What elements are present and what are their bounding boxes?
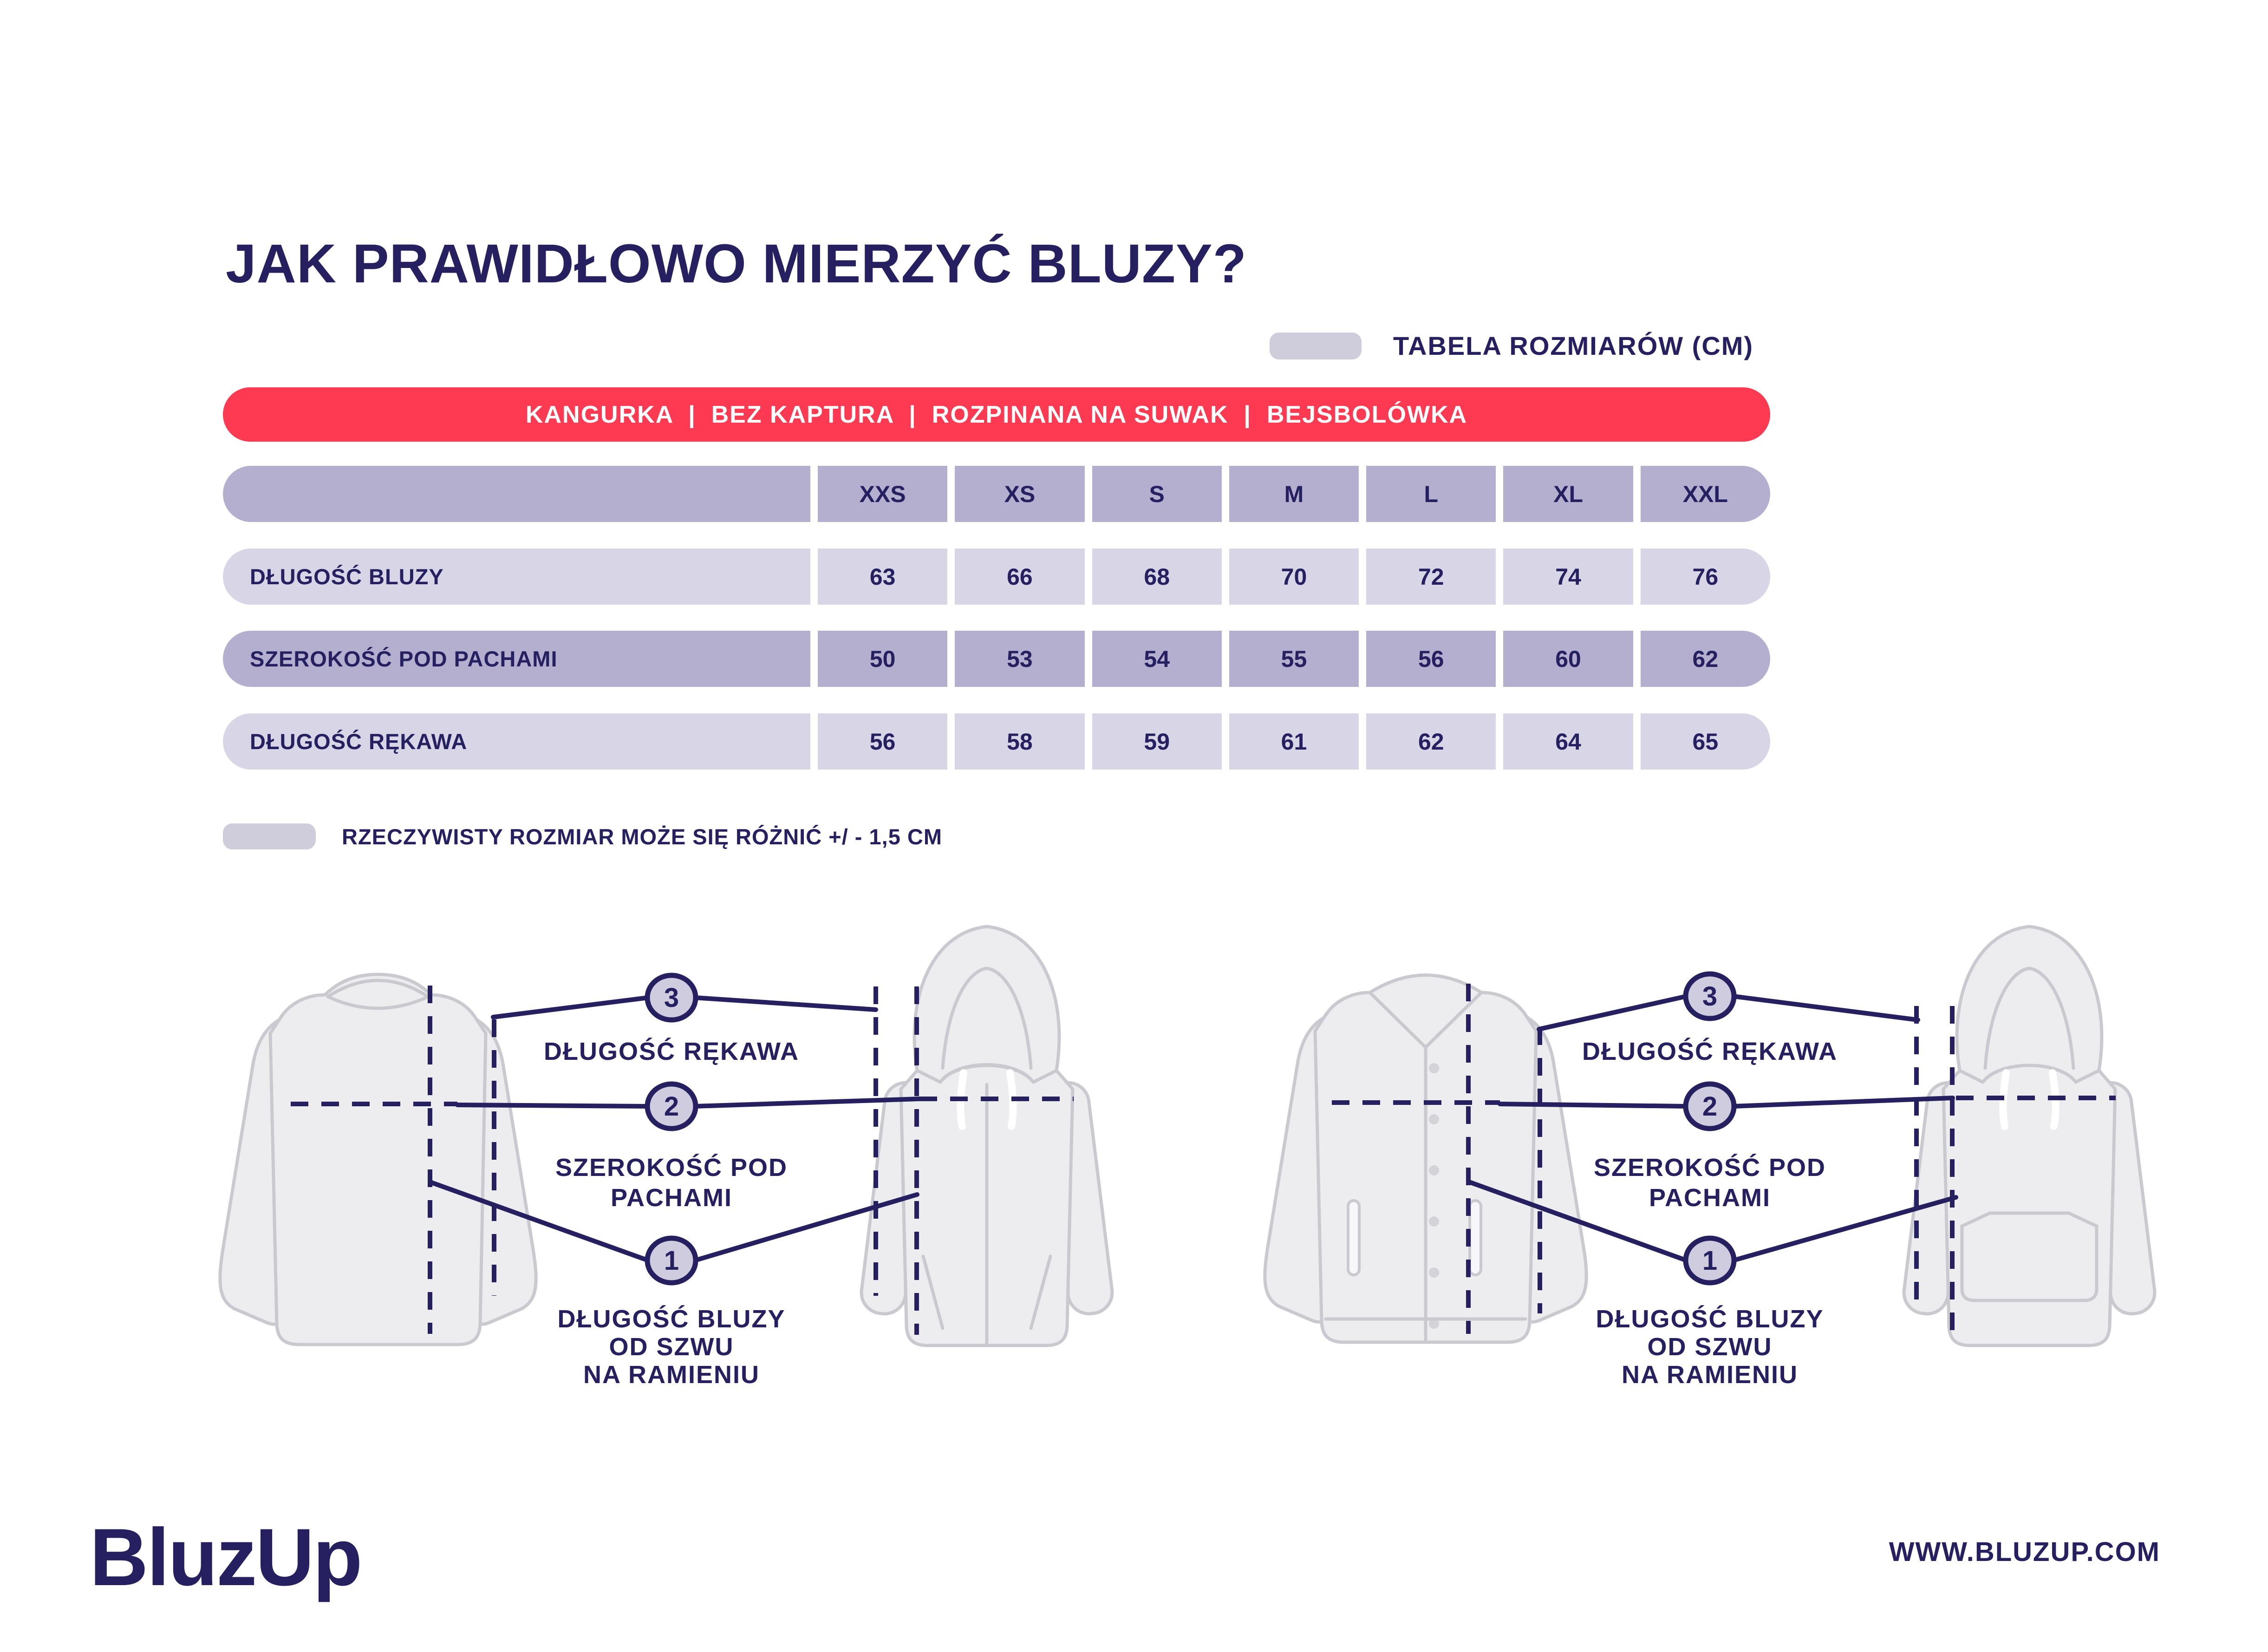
col-header-l: L xyxy=(1366,466,1496,522)
measure-line xyxy=(692,1192,919,1263)
marker-2-icon xyxy=(1683,1081,1737,1131)
table-header-row: XXS XS S M L XL XXL xyxy=(223,466,1770,522)
chest-width-label-line1: SZEROKOŚĆ POD xyxy=(555,1154,788,1182)
measure-line xyxy=(1467,1180,1689,1263)
table-row: DŁUGOŚĆ BLUZY 63 66 68 70 72 74 76 xyxy=(223,548,1770,605)
length-label-line2: OD SZWU xyxy=(609,1333,734,1361)
table-value: 50 xyxy=(818,631,948,687)
length-label-line1: DŁUGOŚĆ BLUZY xyxy=(558,1305,786,1333)
measurement-diagram-left: 3 2 1 DŁUGOŚĆ RĘKAWA SZEROKOŚĆ POD PACHA… xyxy=(218,925,1114,1389)
table-value: 64 xyxy=(1503,713,1633,770)
table-value: 60 xyxy=(1503,631,1633,687)
row-label: DŁUGOŚĆ BLUZY xyxy=(223,548,810,605)
pocket-slit-icon xyxy=(1468,1199,1482,1276)
page-title: JAK PRAWIDŁOWO MIERZYĆ BLUZY? xyxy=(226,233,1247,294)
table-value: 61 xyxy=(1229,713,1359,770)
table-value: 74 xyxy=(1503,548,1633,605)
sleeve-length-label: DŁUGOŚĆ RĘKAWA xyxy=(1582,1038,1838,1065)
table-value: 76 xyxy=(1640,548,1770,605)
length-label-line1: DŁUGOŚĆ BLUZY xyxy=(1596,1305,1824,1333)
drawstring-icon xyxy=(1999,1069,2010,1130)
measure-line xyxy=(1498,1102,1689,1109)
measurement-diagram-right: 3 2 1 DŁUGOŚĆ RĘKAWA SZEROKOŚĆ POD PACHA… xyxy=(1263,925,2157,1389)
chest-width-label-line2: PACHAMI xyxy=(1649,1184,1771,1212)
table-value: 55 xyxy=(1229,631,1359,687)
col-header-xs: XS xyxy=(955,466,1085,522)
marker-1-number: 1 xyxy=(664,1246,679,1276)
marker-3-number: 3 xyxy=(1702,981,1717,1012)
kangaroo-hoodie-illustration xyxy=(1902,925,2157,1347)
table-value: 54 xyxy=(1092,631,1222,687)
length-label-line3: NA RAMIENIU xyxy=(583,1361,760,1389)
note-pill-icon xyxy=(223,823,316,849)
sleeve-length-label: DŁUGOŚĆ RĘKAWA xyxy=(544,1038,799,1065)
col-header-s: S xyxy=(1092,466,1222,522)
table-value: 58 xyxy=(955,713,1085,770)
marker-2-number: 2 xyxy=(1702,1091,1717,1122)
hood-icon xyxy=(1955,925,2104,1084)
website-url: WWW.BLUZUP.COM xyxy=(1889,1537,2160,1567)
table-value: 65 xyxy=(1640,713,1770,770)
row-label: SZEROKOŚĆ POD PACHAMI xyxy=(223,631,810,687)
baseball-jacket-illustration xyxy=(1263,973,1588,1344)
col-header-m: M xyxy=(1229,466,1359,522)
col-header-xxs: XXS xyxy=(818,466,948,522)
caption-pill-icon xyxy=(1270,333,1362,359)
table-value: 56 xyxy=(1366,631,1496,687)
measure-line xyxy=(1731,1195,1958,1263)
table-value: 59 xyxy=(1092,713,1222,770)
table-value: 68 xyxy=(1092,548,1222,605)
length-label-line3: NA RAMIENIU xyxy=(1622,1361,1798,1389)
table-value: 53 xyxy=(955,631,1085,687)
tolerance-note: RZECZYWISTY ROZMIAR MOŻE SIĘ RÓŻNIĆ +/ -… xyxy=(342,824,943,849)
measure-line xyxy=(1731,994,1920,1022)
marker-3-icon xyxy=(645,973,698,1023)
table-row: SZEROKOŚĆ POD PACHAMI 50 53 54 55 56 60 … xyxy=(223,631,1770,687)
row-label: DŁUGOŚĆ RĘKAWA xyxy=(223,713,810,770)
category-banner: KANGURKA | BEZ KAPTURA | ROZPINANA NA SU… xyxy=(223,387,1770,442)
measure-line xyxy=(692,995,878,1012)
marker-2-icon xyxy=(645,1081,698,1131)
measure-line xyxy=(491,995,651,1019)
brand-logo: BluzUp xyxy=(90,1512,363,1603)
table-value: 66 xyxy=(955,548,1085,605)
category-banner-text: KANGURKA | BEZ KAPTURA | ROZPINANA NA SU… xyxy=(525,401,1468,428)
marker-1-icon xyxy=(645,1235,698,1286)
measure-line xyxy=(692,1097,922,1109)
col-header-xxl: XXL xyxy=(1640,466,1770,522)
kangaroo-pocket-icon xyxy=(1960,1211,2099,1302)
zip-hoodie-illustration xyxy=(860,925,1114,1347)
table-value: 56 xyxy=(818,713,948,770)
table-corner-cell xyxy=(223,466,810,522)
table-value: 63 xyxy=(818,548,948,605)
measure-line xyxy=(455,1103,651,1109)
marker-2-number: 2 xyxy=(664,1091,679,1122)
marker-3-icon xyxy=(1683,971,1737,1021)
pocket-slit-icon xyxy=(1347,1199,1361,1276)
measure-line xyxy=(1537,994,1689,1032)
jacket-collar-icon xyxy=(1368,973,1483,1049)
chest-width-label-line1: SZEROKOŚĆ POD xyxy=(1594,1154,1826,1182)
drawstring-icon xyxy=(957,1069,967,1130)
table-value: 70 xyxy=(1229,548,1359,605)
measure-line xyxy=(1731,1096,1955,1109)
table-caption: TABELA ROZMIARÓW (CM) xyxy=(1393,331,1754,360)
marker-3-number: 3 xyxy=(664,983,679,1013)
drawstring-icon xyxy=(2049,1069,2059,1130)
chest-width-label-line2: PACHAMI xyxy=(611,1184,732,1212)
hood-icon xyxy=(912,925,1061,1084)
marker-1-number: 1 xyxy=(1702,1246,1717,1276)
length-label-line2: OD SZWU xyxy=(1648,1333,1773,1361)
table-value: 62 xyxy=(1640,631,1770,687)
table-value: 72 xyxy=(1366,548,1496,605)
marker-1-icon xyxy=(1683,1235,1737,1286)
measure-line xyxy=(428,1180,651,1263)
table-value: 62 xyxy=(1366,713,1496,770)
table-row: DŁUGOŚĆ RĘKAWA 56 58 59 61 62 64 65 xyxy=(223,713,1770,770)
crewneck-sweatshirt-illustration xyxy=(218,973,538,1346)
drawstring-icon xyxy=(1006,1069,1017,1130)
col-header-xl: XL xyxy=(1503,466,1633,522)
